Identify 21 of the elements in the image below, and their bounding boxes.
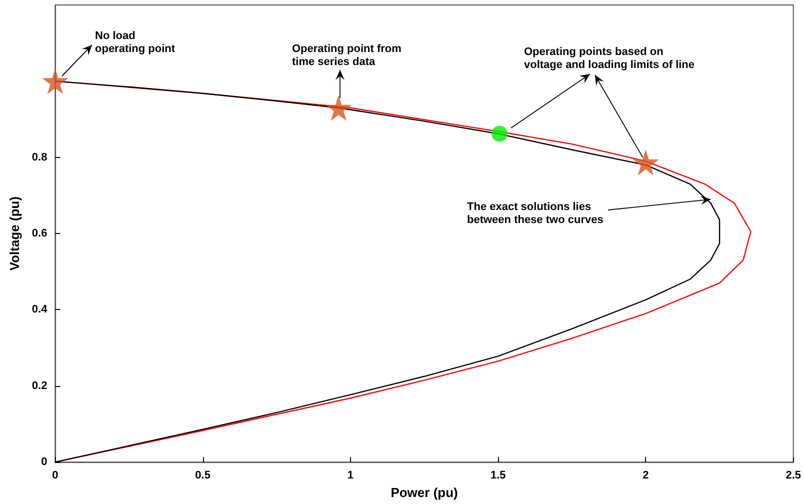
y-axis-title: Voltage (pu) [7, 196, 22, 271]
point [492, 126, 508, 142]
annotation: Operating points based on voltage and loading limits of line [524, 46, 696, 72]
annotation: Operating point from time series data [292, 43, 402, 69]
y-tick-label: 0.8 [32, 151, 48, 164]
x-tick-label: 0.5 [195, 470, 210, 482]
y-tick-label: 0.6 [32, 228, 48, 240]
y-tick-label: 0.2 [32, 380, 48, 392]
x-tick-label: 2.5 [786, 470, 802, 482]
point [326, 94, 352, 121]
x-tick-label: 1.5 [490, 470, 506, 482]
annotation: No load operating point [95, 30, 176, 56]
x-tick-label: 0 [52, 470, 58, 482]
point [632, 149, 659, 176]
y-tick-label: 0.4 [32, 304, 48, 316]
y-tick-label: 0 [41, 456, 48, 468]
x-axis-title: Power (pu) [390, 485, 458, 500]
x-tick-label: 1 [347, 470, 354, 482]
point [42, 68, 68, 94]
x-tick-label: 2 [642, 470, 649, 482]
annotation: The exact solutions lies between these two curves [467, 201, 604, 227]
